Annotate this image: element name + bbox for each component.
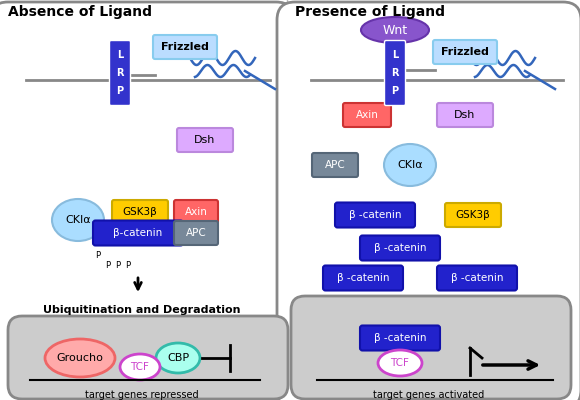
- FancyBboxPatch shape: [8, 316, 288, 399]
- Text: R: R: [392, 68, 399, 78]
- Text: Dsh: Dsh: [454, 110, 476, 120]
- FancyBboxPatch shape: [343, 103, 391, 127]
- Ellipse shape: [361, 17, 429, 43]
- FancyBboxPatch shape: [174, 221, 218, 245]
- FancyBboxPatch shape: [360, 326, 440, 350]
- FancyBboxPatch shape: [437, 266, 517, 290]
- FancyBboxPatch shape: [437, 103, 493, 127]
- FancyBboxPatch shape: [385, 40, 405, 106]
- Text: P: P: [96, 252, 100, 260]
- FancyBboxPatch shape: [323, 266, 403, 290]
- Text: TCF: TCF: [130, 362, 150, 372]
- Text: β -catenin: β -catenin: [451, 273, 503, 283]
- FancyBboxPatch shape: [177, 128, 233, 152]
- Text: P: P: [115, 260, 121, 270]
- Text: β -catenin: β -catenin: [374, 243, 426, 253]
- Text: APC: APC: [186, 228, 206, 238]
- Ellipse shape: [120, 354, 160, 380]
- FancyBboxPatch shape: [112, 200, 168, 224]
- Text: β-catenin: β-catenin: [113, 228, 162, 238]
- Ellipse shape: [52, 199, 104, 241]
- FancyBboxPatch shape: [445, 203, 501, 227]
- Text: GSK3β: GSK3β: [122, 207, 157, 217]
- Text: β -catenin: β -catenin: [349, 210, 401, 220]
- FancyBboxPatch shape: [360, 236, 440, 260]
- Ellipse shape: [378, 350, 422, 376]
- Text: Dsh: Dsh: [194, 135, 216, 145]
- Text: Wnt: Wnt: [382, 24, 408, 36]
- Text: Axin: Axin: [356, 110, 378, 120]
- Text: L: L: [117, 50, 123, 60]
- Text: CKIα: CKIα: [397, 160, 423, 170]
- FancyBboxPatch shape: [0, 2, 294, 400]
- Text: Ubiquitination and Degradation: Ubiquitination and Degradation: [44, 305, 241, 315]
- Text: Groucho: Groucho: [57, 353, 103, 363]
- Text: P: P: [117, 86, 124, 96]
- FancyBboxPatch shape: [174, 200, 218, 224]
- Text: β -catenin: β -catenin: [337, 273, 389, 283]
- FancyBboxPatch shape: [93, 220, 183, 246]
- Text: CKIα: CKIα: [65, 215, 91, 225]
- FancyBboxPatch shape: [335, 202, 415, 228]
- Text: Frizzled: Frizzled: [161, 42, 209, 52]
- Text: P: P: [125, 260, 130, 270]
- FancyBboxPatch shape: [291, 296, 571, 399]
- Text: GSK3β: GSK3β: [456, 210, 490, 220]
- FancyBboxPatch shape: [277, 2, 580, 400]
- Text: L: L: [392, 50, 398, 60]
- Text: β -catenin: β -catenin: [374, 333, 426, 343]
- Ellipse shape: [45, 339, 115, 377]
- Text: P: P: [106, 260, 111, 270]
- Text: Frizzled: Frizzled: [441, 47, 489, 57]
- FancyBboxPatch shape: [433, 40, 497, 64]
- Ellipse shape: [384, 144, 436, 186]
- Text: target genes repressed: target genes repressed: [85, 390, 199, 400]
- Text: Absence of Ligand: Absence of Ligand: [8, 5, 152, 19]
- Text: CBP: CBP: [167, 353, 189, 363]
- FancyBboxPatch shape: [312, 153, 358, 177]
- Text: Axin: Axin: [184, 207, 208, 217]
- Text: APC: APC: [325, 160, 345, 170]
- Ellipse shape: [156, 343, 200, 373]
- Text: target genes activated: target genes activated: [374, 390, 485, 400]
- Text: TCF: TCF: [390, 358, 409, 368]
- Text: R: R: [116, 68, 124, 78]
- FancyBboxPatch shape: [110, 40, 130, 106]
- FancyBboxPatch shape: [153, 35, 217, 59]
- Text: P: P: [392, 86, 398, 96]
- Text: Presence of Ligand: Presence of Ligand: [295, 5, 445, 19]
